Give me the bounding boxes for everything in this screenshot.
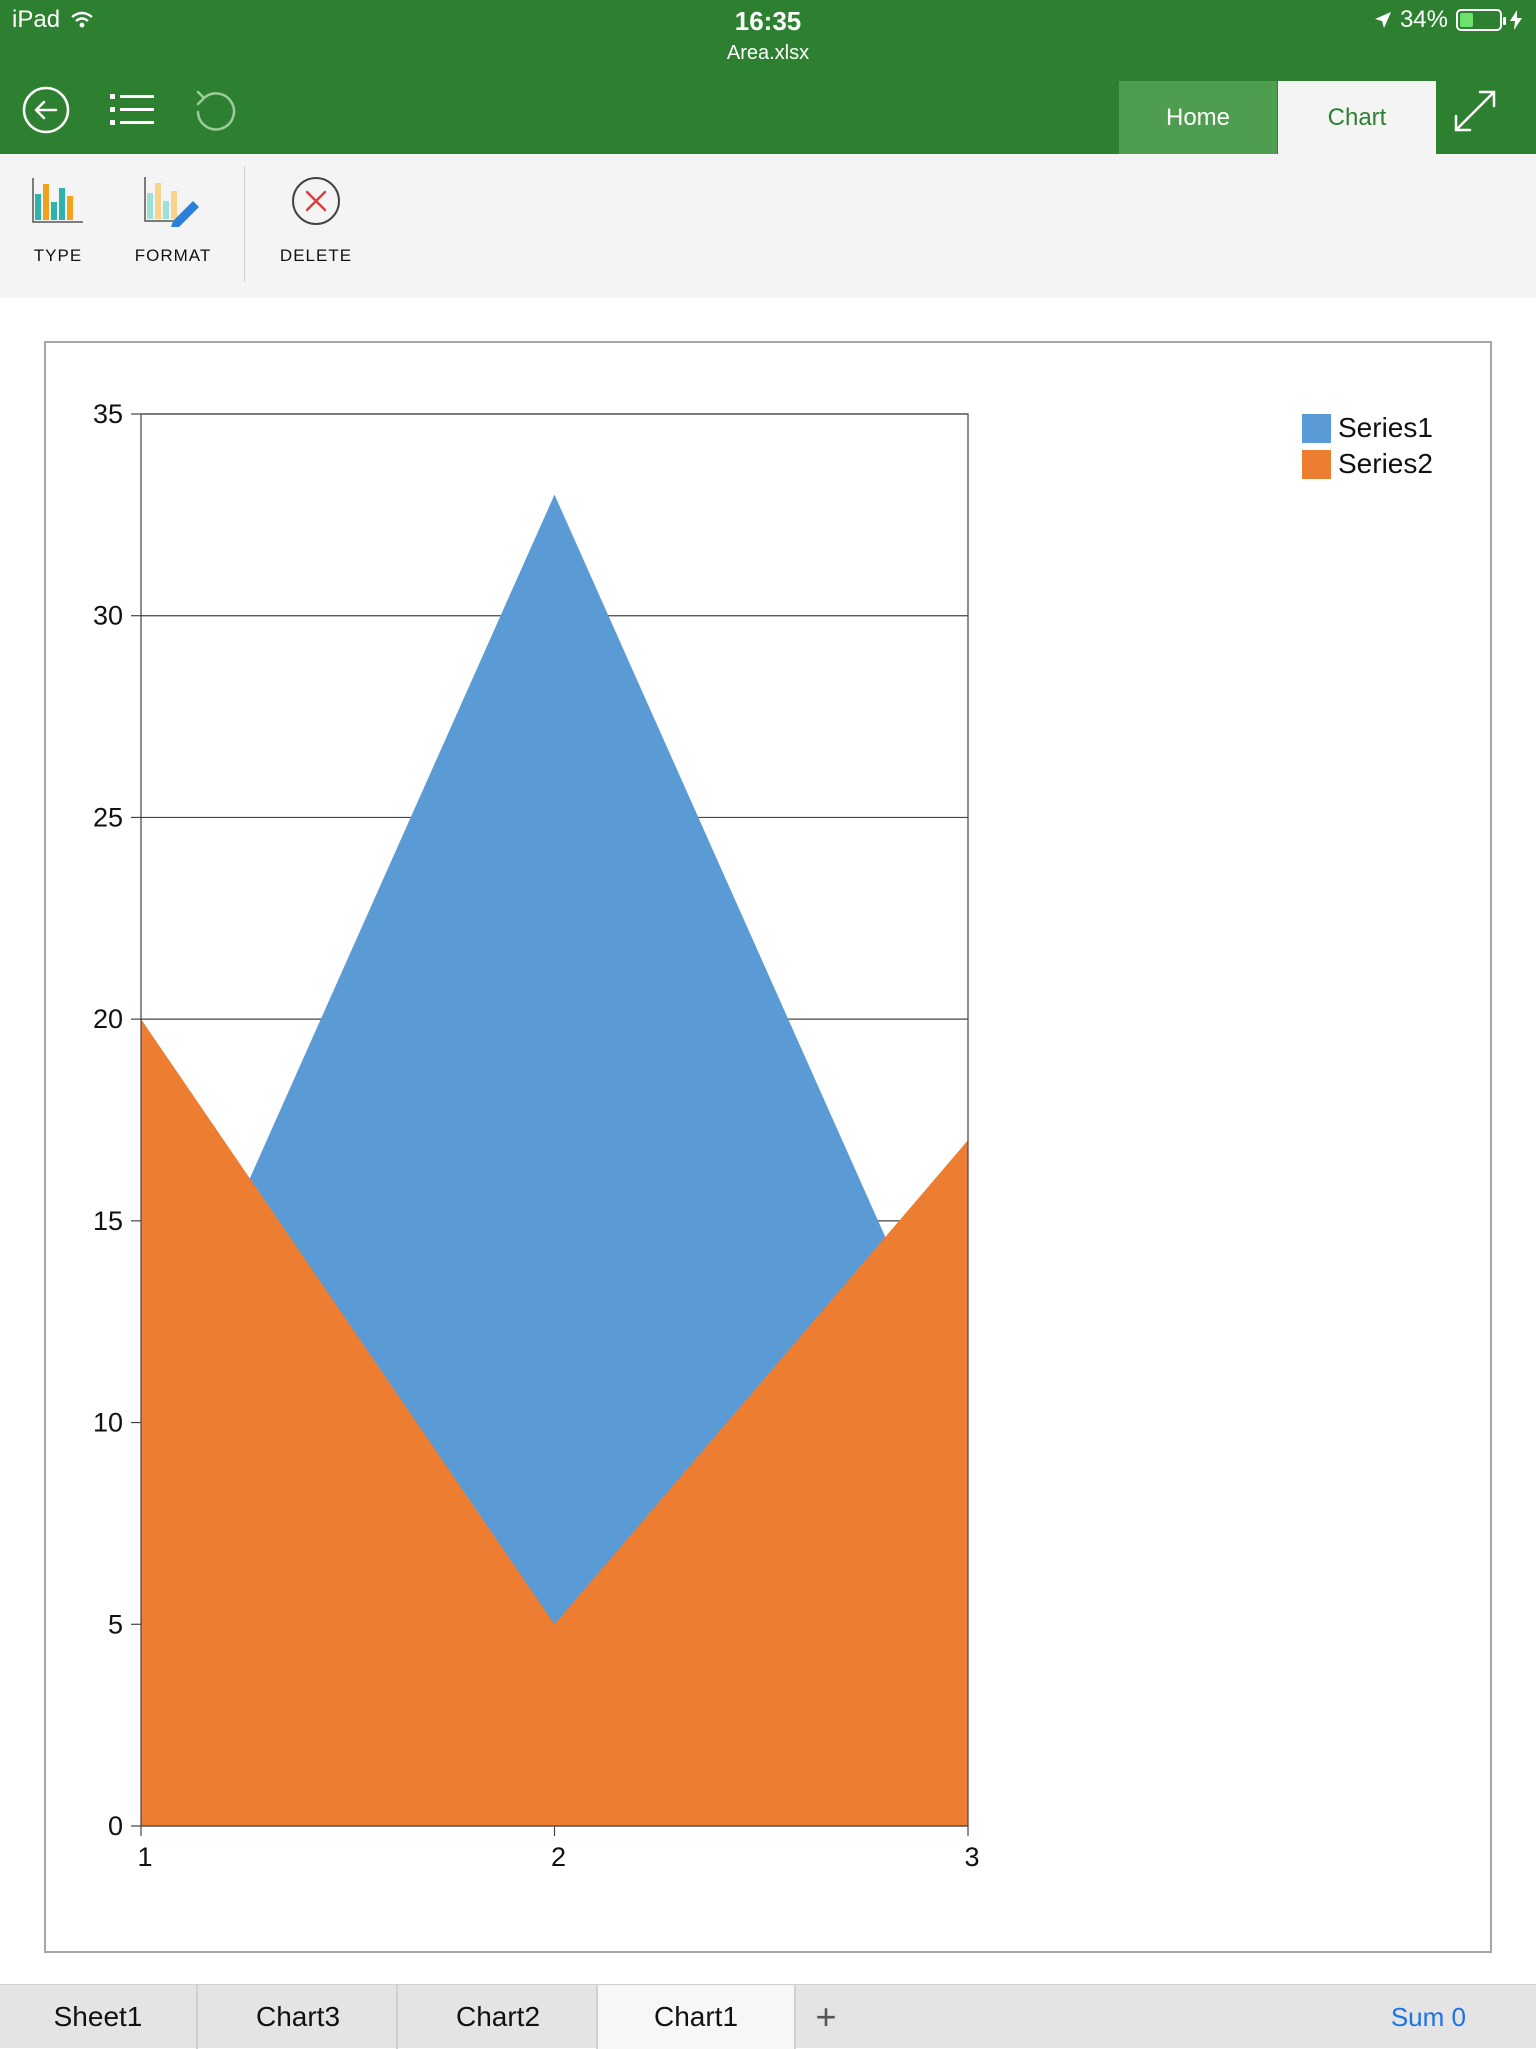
add-sheet-button[interactable]: + (815, 1996, 837, 2037)
sum-indicator: Sum 0 (1390, 2001, 1466, 2032)
delete-label: DELETE (279, 246, 353, 265)
document-title: Area.xlsx (726, 42, 810, 64)
device-label: iPad (12, 6, 61, 33)
list-icon[interactable] (106, 84, 158, 136)
status-left: iPad (12, 6, 94, 34)
legend-label: Series2 (1338, 448, 1433, 479)
back-arrow-icon[interactable] (20, 84, 72, 136)
battery-fill (1460, 13, 1473, 27)
legend-swatch (1302, 450, 1331, 479)
sheet-tab-chart1[interactable]: Chart1 (598, 1985, 796, 2049)
y-tick-label: 5 (108, 1609, 123, 1639)
chart-area[interactable]: 0 5 10 15 20 25 30 35 1 2 3 Series1 Series2 (44, 341, 1492, 1953)
area-chart: 0 5 10 15 20 25 30 35 1 2 3 Series1 Series2 (93, 399, 1433, 1872)
chart-type-icon (32, 178, 83, 223)
clock: 16:35 (734, 6, 802, 36)
undo-icon[interactable] (190, 84, 242, 136)
y-tick-label: 0 (108, 1811, 123, 1841)
delete-circle-x-icon (292, 177, 340, 225)
x-tick-label: 2 (551, 1842, 566, 1872)
type-label: TYPE (33, 246, 83, 265)
y-tick-label: 15 (93, 1206, 123, 1236)
y-tick-label: 25 (93, 802, 123, 832)
y-tick-label: 30 (93, 601, 123, 631)
delete-button[interactable]: DELETE (256, 170, 376, 266)
chart-ribbon: TYPE FORMAT DELETE (0, 154, 1536, 298)
legend-swatch (1302, 414, 1331, 443)
app-header: iPad 16:35 Area.xlsx 34% Home Chart (0, 0, 1536, 154)
y-tick-label: 20 (93, 1004, 123, 1034)
tab-home[interactable]: Home (1119, 81, 1277, 154)
y-tick-label: 10 (93, 1408, 123, 1438)
x-tick-label: 3 (964, 1842, 979, 1872)
battery-percent: 34% (1399, 6, 1448, 33)
legend-label: Series1 (1338, 412, 1433, 443)
tab-chart[interactable]: Chart (1278, 81, 1436, 154)
sheet-tab-chart3[interactable]: Chart3 (200, 1985, 398, 2049)
sheet-tab-chart2[interactable]: Chart2 (400, 1985, 598, 2049)
y-tick-label: 35 (93, 399, 123, 429)
x-tick-label: 1 (137, 1842, 152, 1872)
format-label: FORMAT (134, 246, 212, 265)
type-button[interactable]: TYPE (0, 170, 118, 266)
location-arrow-icon (1374, 12, 1391, 28)
status-right: 34% (1374, 6, 1522, 34)
battery-icon (1456, 9, 1506, 31)
expand-icon[interactable] (1452, 88, 1498, 134)
wifi-icon (71, 11, 93, 28)
ribbon-divider (244, 166, 245, 282)
format-chart-icon (144, 177, 199, 227)
charging-bolt-icon (1510, 10, 1522, 30)
format-button[interactable]: FORMAT (113, 170, 233, 266)
sheet-tab-sheet1[interactable]: Sheet1 (0, 1985, 198, 2049)
series-area-2 (141, 1019, 968, 1826)
sheet-tab-bar: Sheet1 Chart3 Chart2 Chart1 + Sum 0 (0, 1984, 1536, 2049)
